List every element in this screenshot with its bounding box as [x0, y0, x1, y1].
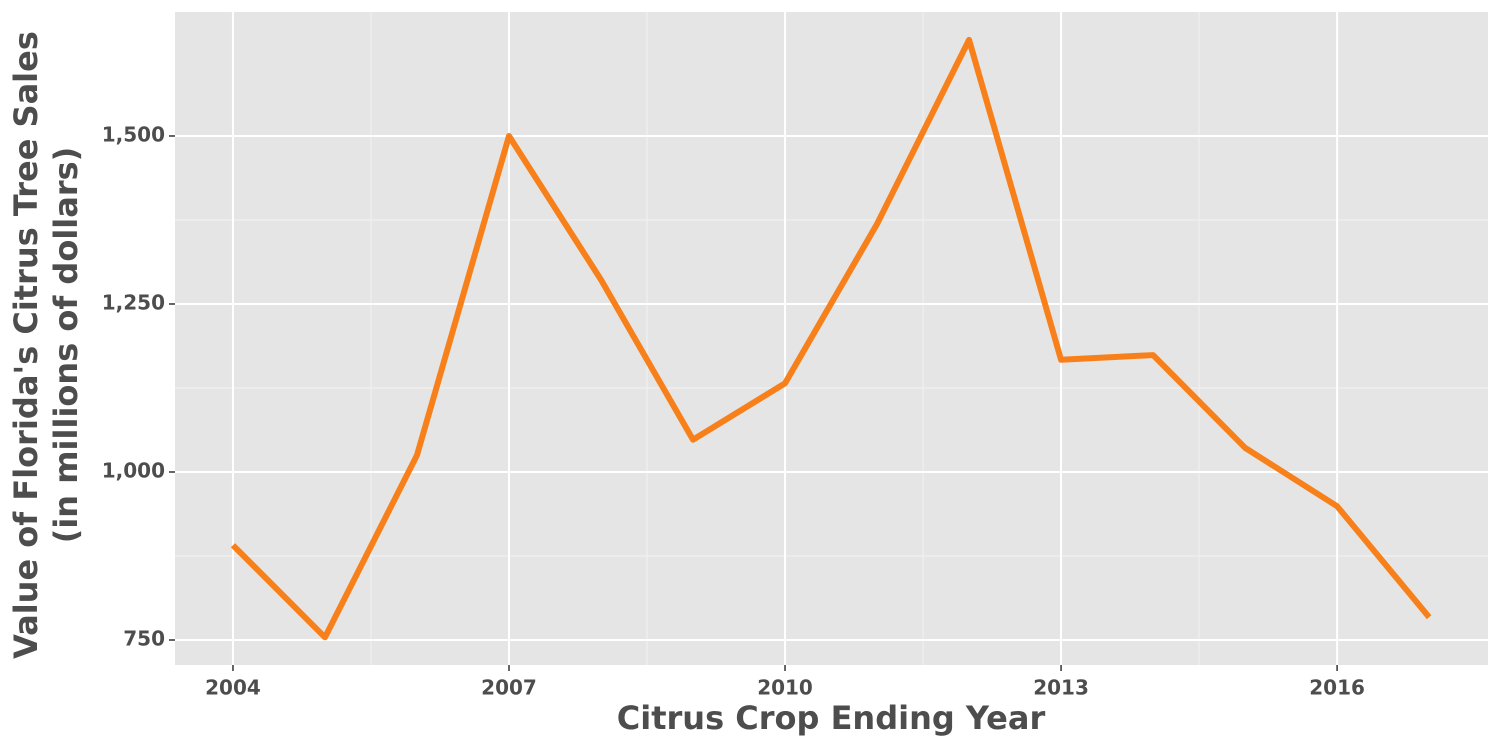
data-line	[230, 36, 1432, 641]
x-tick-label: 2004	[205, 676, 261, 700]
y-tick-label: 750	[123, 627, 165, 651]
y-tick-label: 1,250	[102, 290, 165, 314]
x-tick-label: 2007	[481, 676, 537, 700]
y-tick-label: 1,000	[102, 458, 165, 482]
y-axis-title: Value of Florida's Citrus Tree Sales	[7, 31, 45, 659]
y-tick-label: 1,500	[102, 122, 165, 146]
x-axis-title: Citrus Crop Ending Year	[617, 699, 1046, 737]
plot-background	[175, 12, 1488, 665]
x-tick-label: 2016	[1309, 676, 1365, 700]
x-tick-label: 2010	[757, 676, 813, 700]
y-axis-title: (in millions of dollars)	[47, 147, 85, 544]
x-tick-label: 2013	[1033, 676, 1089, 700]
